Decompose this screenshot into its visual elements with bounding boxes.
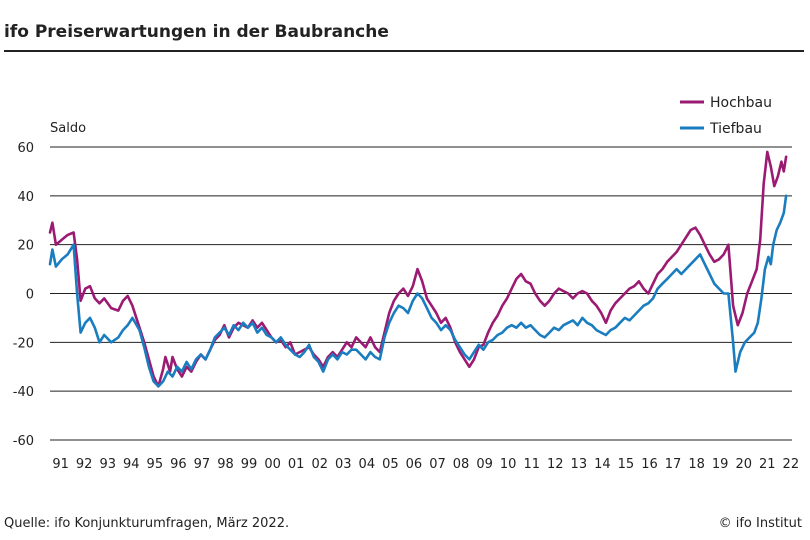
x-tick-label: 05	[382, 457, 399, 472]
x-tick-label: 93	[99, 457, 116, 472]
series-line-tiefbau	[48, 194, 788, 388]
series-lines	[48, 150, 788, 388]
y-tick-label: -60	[13, 434, 34, 449]
legend-label-hochbau: Hochbau	[710, 95, 772, 111]
source-note: Quelle: ifo Konjunkturumfragen, März 202…	[4, 516, 290, 531]
x-tick-label: 07	[429, 457, 446, 472]
x-tick-label: 13	[571, 457, 588, 472]
x-tick-label: 91	[52, 457, 69, 472]
x-tick-label: 16	[641, 457, 658, 472]
x-tick-label: 97	[194, 457, 211, 472]
x-tick-label: 00	[264, 457, 281, 472]
x-tick-label: 95	[147, 457, 164, 472]
y-tick-label: -40	[13, 385, 34, 400]
legend: Hochbau Tiefbau	[680, 95, 772, 137]
x-tick-label: 03	[335, 457, 352, 472]
x-tick-label: 20	[735, 457, 752, 472]
series-line-hochbau	[48, 150, 788, 388]
x-tick-label: 01	[288, 457, 305, 472]
x-tick-labels: 91 92 93 94 95 96 97 98 99 00 01 02 03 04 05 06 07 08 09 10…	[52, 457, 799, 472]
y-tick-label: -20	[13, 336, 34, 351]
x-tick-label: 96	[170, 457, 187, 472]
x-tick-label: 18	[688, 457, 705, 472]
x-tick-label: 09	[476, 457, 493, 472]
x-tick-label: 10	[500, 457, 517, 472]
legend-label-tiefbau: Tiefbau	[709, 121, 762, 137]
chart-title: ifo Preiserwartungen in der Baubranche	[4, 22, 389, 42]
x-tick-label: 22	[783, 457, 800, 472]
title-divider	[4, 50, 804, 52]
x-tick-label: 15	[618, 457, 635, 472]
x-tick-label: 98	[217, 457, 234, 472]
y-tick-label: 0	[26, 288, 34, 303]
x-tick-label: 12	[547, 457, 564, 472]
x-tick-label: 11	[523, 457, 540, 472]
x-tick-label: 94	[123, 457, 140, 472]
y-tick-label: 40	[17, 190, 34, 205]
y-tick-label: 60	[17, 141, 34, 156]
x-tick-label: 92	[76, 457, 93, 472]
x-tick-label: 21	[759, 457, 776, 472]
y-axis-label: Saldo	[50, 121, 86, 136]
x-tick-label: 06	[406, 457, 423, 472]
x-tick-label: 14	[594, 457, 611, 472]
grid-lines	[50, 146, 792, 441]
x-tick-label: 17	[665, 457, 682, 472]
x-tick-label: 02	[311, 457, 328, 472]
x-tick-label: 19	[712, 457, 729, 472]
x-tick-label: 04	[359, 457, 376, 472]
x-tick-label: 99	[241, 457, 258, 472]
x-tick-label: 08	[453, 457, 470, 472]
y-tick-labels: 60 40 20 0 -20 -40 -60	[13, 141, 34, 449]
copyright-note: © ifo Institut	[718, 516, 802, 531]
y-tick-label: 20	[17, 239, 34, 254]
